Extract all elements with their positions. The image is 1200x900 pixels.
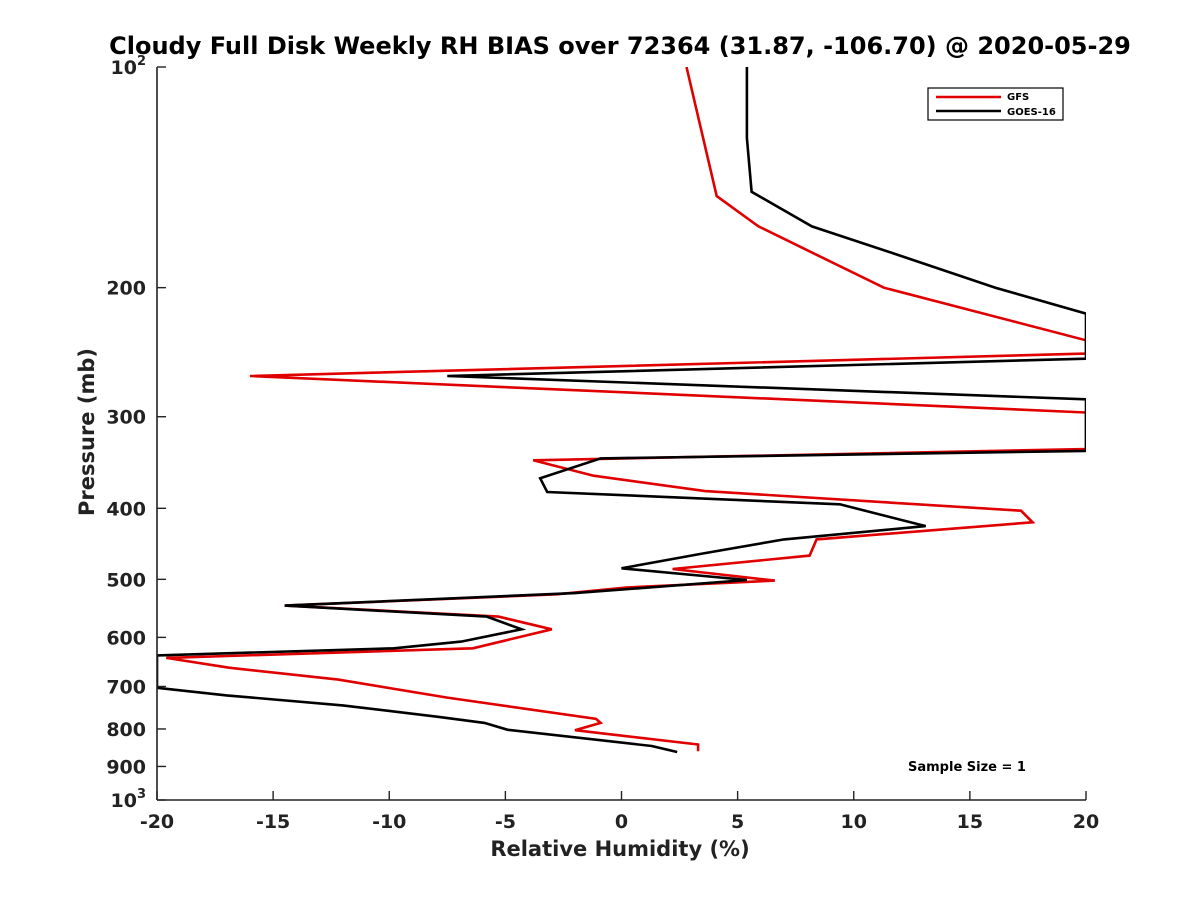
y-tick-label: 200 [106, 278, 146, 300]
series-line-gfs [166, 67, 1086, 752]
y-tick-label: 900 [106, 756, 146, 778]
y-axis-ticks: 102 200 300 400 500 600 700 800 900 103 [106, 54, 166, 812]
y-tick-label: 300 [106, 407, 146, 429]
x-tick-label: 15 [957, 811, 983, 833]
x-tick-label: 10 [841, 811, 867, 833]
x-tick-label: -5 [495, 811, 516, 833]
y-tick-label: 800 [106, 719, 146, 741]
y-tick-label: 600 [106, 627, 146, 649]
x-tick-label: -20 [140, 811, 174, 833]
legend-label-goes16: GOES-16 [1007, 107, 1056, 118]
legend-box [927, 87, 1064, 121]
y-tick-label: 400 [106, 498, 146, 520]
y-tick-label: 500 [106, 569, 146, 591]
y-tick-label: 102 [111, 54, 147, 79]
x-tick-label: 20 [1073, 811, 1099, 833]
y-tick-label: 103 [111, 787, 147, 812]
sample-size-annotation: Sample Size = 1 [908, 760, 1026, 775]
x-tick-label: 0 [615, 811, 628, 833]
x-axis-ticks: -20 -15 -10 -5 0 5 10 15 20 [140, 791, 1099, 833]
plot-area [156, 67, 1086, 801]
legend: GFS GOES-16 [927, 87, 1064, 121]
chart-title: Cloudy Full Disk Weekly RH BIAS over 723… [109, 32, 1131, 60]
x-tick-label: 5 [731, 811, 744, 833]
x-tick-label: -15 [256, 811, 290, 833]
x-axis-label: Relative Humidity (%) [490, 837, 749, 861]
axes [156, 67, 1086, 801]
y-tick-label: 700 [106, 676, 146, 698]
legend-label-gfs: GFS [1007, 92, 1029, 103]
series-line-goes16 [157, 67, 1086, 754]
x-tick-label: -10 [372, 811, 406, 833]
y-axis-label: Pressure (mb) [75, 348, 99, 516]
